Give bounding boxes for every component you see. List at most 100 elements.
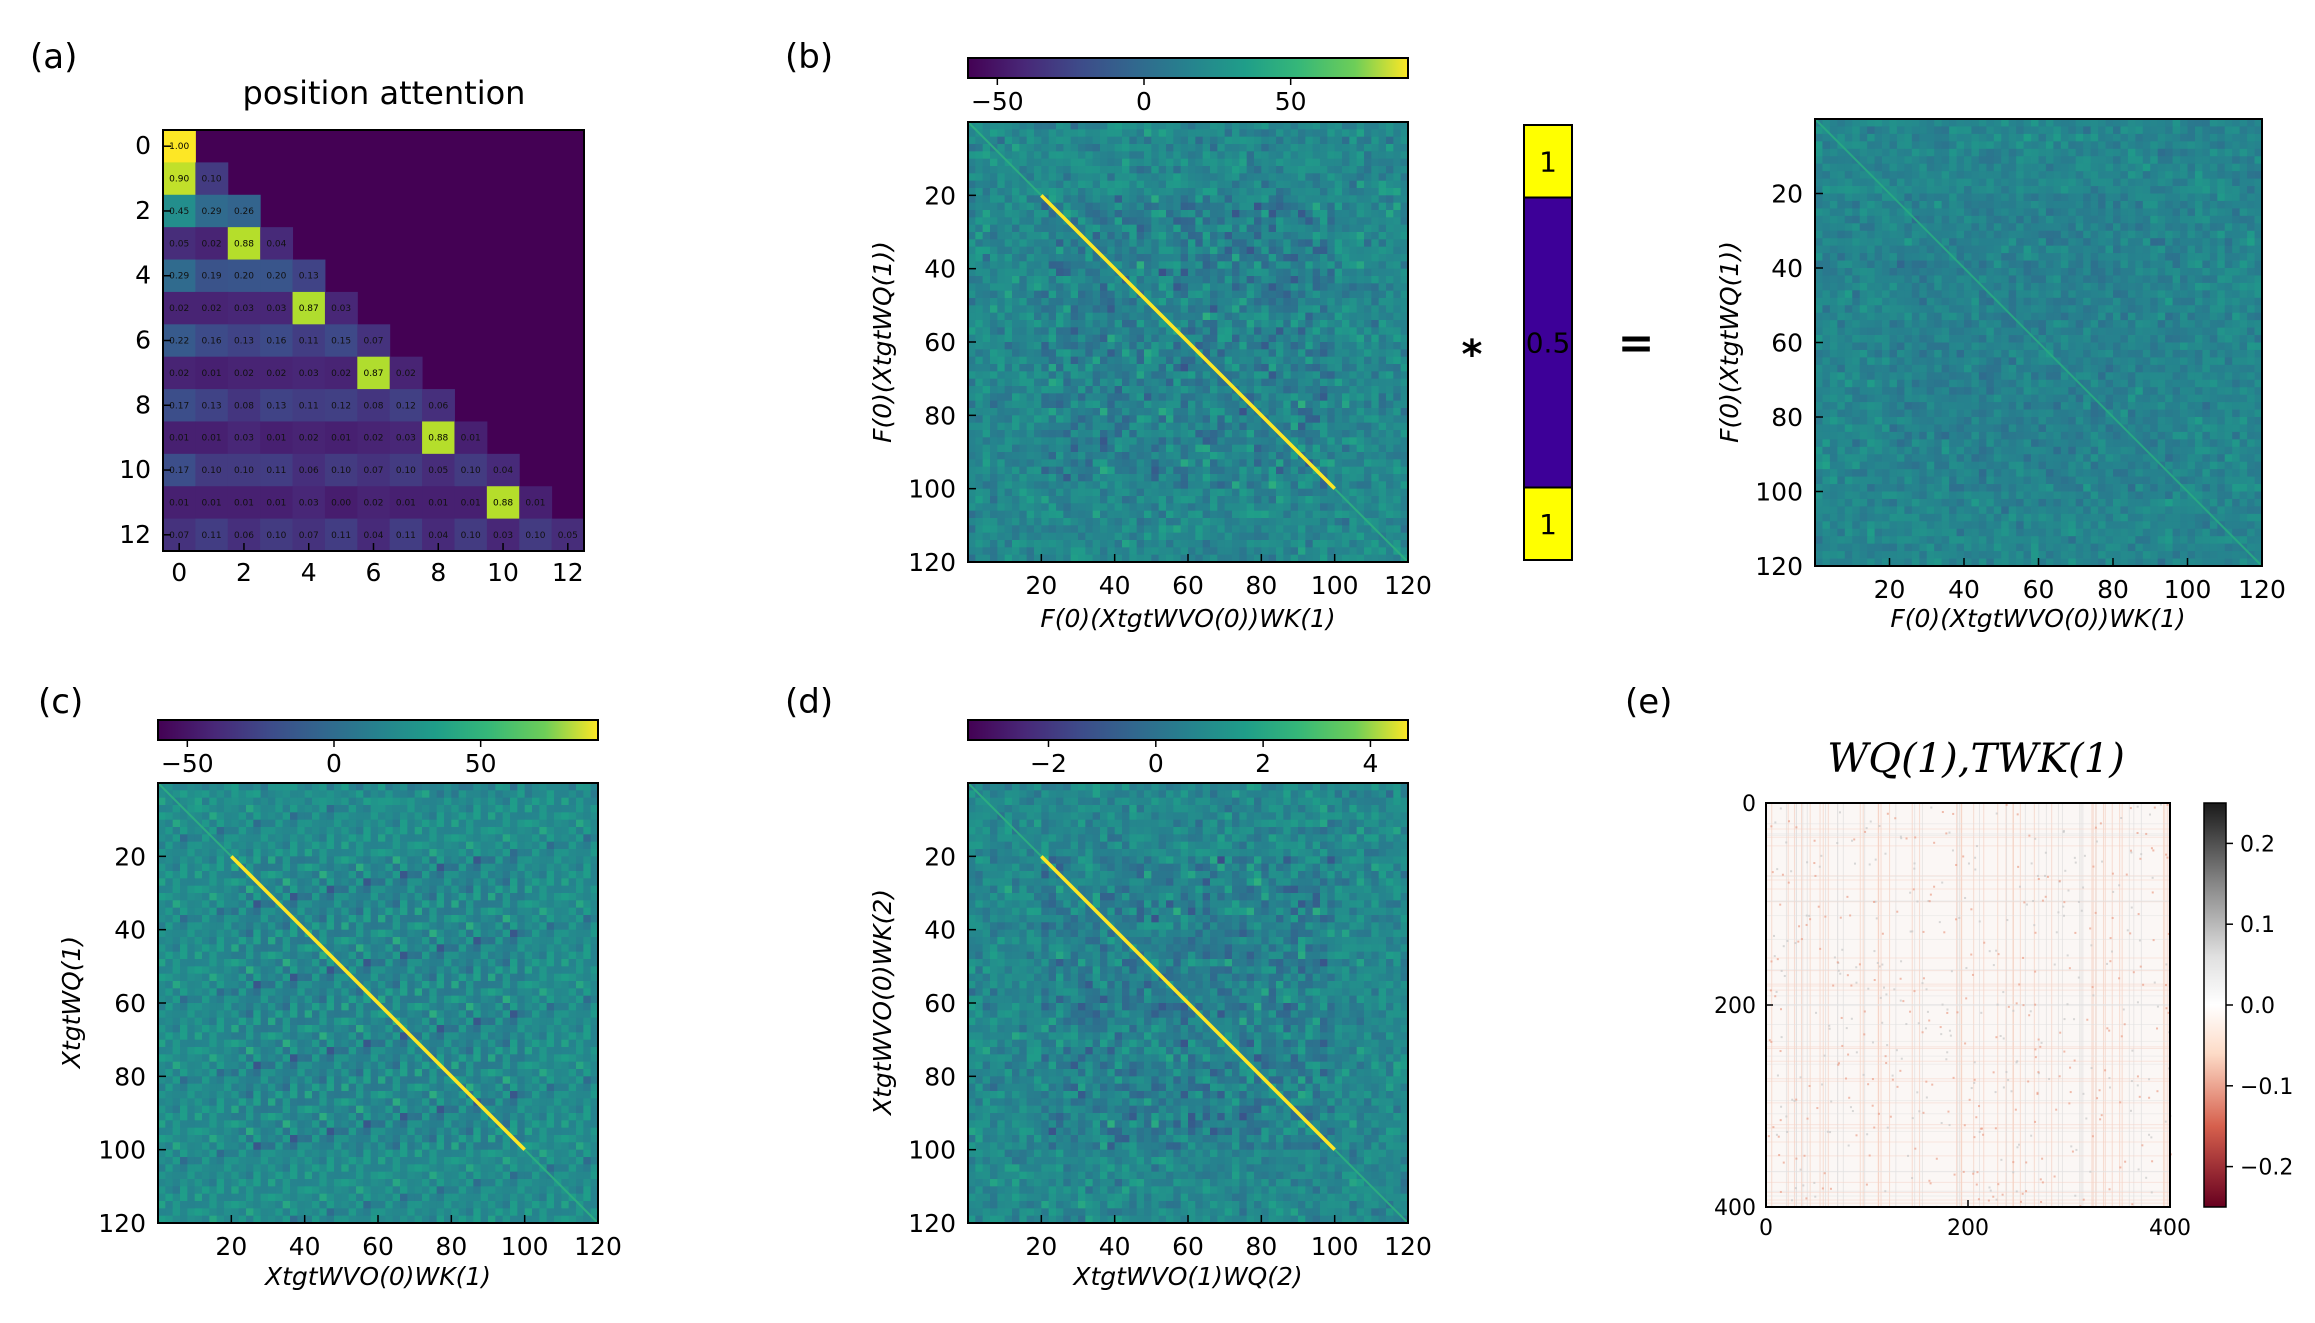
heatmap-cell: [1822, 208, 1831, 217]
heatmap-cell: [1261, 202, 1270, 211]
heatmap-cell: [1312, 224, 1321, 233]
heatmap-cell: [1188, 122, 1196, 130]
heatmap-cell: [982, 224, 991, 233]
heatmap-cell: [2075, 141, 2084, 150]
heatmap-cell: [1085, 327, 1094, 336]
heatmap-cell: [1283, 393, 1292, 402]
heatmap-cell: [1283, 224, 1292, 233]
heatmap-cell: [1283, 312, 1292, 321]
heatmap-cell: [1100, 356, 1108, 365]
heatmap-cell: [1063, 254, 1072, 262]
heatmap-cell: [1926, 223, 1935, 232]
panel-a-cell-label: 0.20: [266, 272, 286, 282]
heatmap-cell: [1122, 129, 1130, 138]
heatmap-cell: [1320, 180, 1328, 189]
heatmap-cell: [1166, 349, 1174, 358]
heatmap-cell: [1320, 320, 1328, 328]
heatmap-cell: [2239, 223, 2248, 232]
heatmap-cell: [1239, 510, 1248, 519]
heatmap-cell: [1815, 178, 1823, 187]
heatmap-cell: [2031, 208, 2039, 217]
heatmap-cell: [2045, 215, 2054, 224]
heatmap-cell: [1327, 378, 1336, 387]
heatmap-cell: [1173, 268, 1182, 277]
heatmap-cell: [1371, 474, 1380, 482]
heatmap-cell: [1151, 518, 1160, 526]
heatmap-cell: [1268, 349, 1277, 358]
heatmap-cell: [2194, 156, 2203, 165]
heatmap-cell: [1386, 430, 1394, 438]
heatmap-cell: [1904, 230, 1913, 239]
heatmap-cell: [1889, 238, 1898, 247]
heatmap-cell: [1298, 136, 1306, 145]
heatmap-cell: [1195, 210, 1204, 218]
heatmap-cell: [1386, 298, 1394, 306]
heatmap-cell: [1276, 356, 1284, 365]
heatmap-cell: [1320, 408, 1328, 416]
heatmap-cell: [1210, 210, 1218, 218]
heatmap-cell: [2254, 193, 2263, 202]
heatmap-cell: [1400, 430, 1409, 438]
heatmap-cell: [1210, 349, 1218, 358]
heatmap-cell: [1261, 466, 1270, 475]
heatmap-cell: [1896, 230, 1905, 239]
heatmap-cell: [1107, 195, 1116, 204]
heatmap-cell: [1364, 452, 1372, 460]
heatmap-cell: [1254, 334, 1262, 343]
heatmap-cell: [1393, 122, 1402, 130]
heatmap-cell: [1188, 444, 1196, 453]
heatmap-cell: [2098, 208, 2106, 217]
heatmap-cell: [2187, 133, 2196, 142]
heatmap-cell: [1195, 496, 1204, 504]
heatmap-cell: [2113, 119, 2121, 127]
heatmap-cell: [1180, 510, 1189, 519]
heatmap-cell: [1822, 253, 1831, 261]
panel-a-cell-label: 0.01: [461, 498, 481, 508]
heatmap-cell: [1041, 481, 1050, 490]
heatmap-cell: [1026, 232, 1035, 240]
heatmap-cell: [1246, 276, 1255, 284]
heatmap-cell: [1048, 290, 1057, 299]
heatmap-cell: [1400, 210, 1409, 218]
heatmap-cell: [1114, 437, 1123, 446]
panel-a-cell: [389, 356, 423, 390]
panel-a-cell: [227, 324, 261, 358]
heatmap-cell: [1202, 437, 1211, 446]
heatmap-cell: [1180, 327, 1189, 336]
heatmap-cell: [1896, 141, 1905, 150]
heatmap-cell: [1290, 540, 1299, 548]
heatmap-cell: [1312, 232, 1321, 240]
heatmap-cell: [2254, 245, 2263, 254]
heatmap-cell: [1012, 349, 1020, 358]
heatmap-cell: [1386, 246, 1394, 255]
heatmap-cell: [1986, 208, 1995, 217]
heatmap-cell: [1173, 437, 1182, 446]
heatmap-cell: [1822, 238, 1831, 247]
heatmap-cell: [1971, 133, 1980, 142]
heatmap-cell: [1239, 430, 1248, 438]
heatmap-cell: [1188, 393, 1196, 402]
heatmap-cell: [1276, 525, 1284, 534]
heatmap-cell: [1004, 254, 1013, 262]
panel-a-cell-label: 0.01: [525, 498, 545, 508]
heatmap-cell: [1144, 393, 1152, 402]
heatmap-cell: [1224, 268, 1233, 277]
heatmap-cell: [1056, 312, 1064, 321]
heatmap-cell: [997, 444, 1006, 453]
heatmap-cell: [1232, 452, 1240, 460]
heatmap-cell: [1400, 525, 1409, 534]
heatmap-cell: [1004, 496, 1013, 504]
heatmap-cell: [1034, 378, 1042, 387]
panel-a-cell-label: 0.29: [169, 272, 189, 282]
heatmap-cell: [1070, 481, 1079, 490]
heatmap-cell: [1356, 151, 1365, 160]
heatmap-cell: [1085, 136, 1094, 145]
heatmap-cell: [1268, 496, 1277, 504]
heatmap-cell: [1129, 202, 1138, 211]
heatmap-cell: [1261, 496, 1270, 504]
heatmap-cell: [2083, 200, 2092, 209]
heatmap-cell: [1217, 415, 1226, 424]
heatmap-cell: [2239, 133, 2248, 142]
heatmap-cell: [1246, 371, 1255, 380]
heatmap-cell: [2068, 253, 2077, 261]
